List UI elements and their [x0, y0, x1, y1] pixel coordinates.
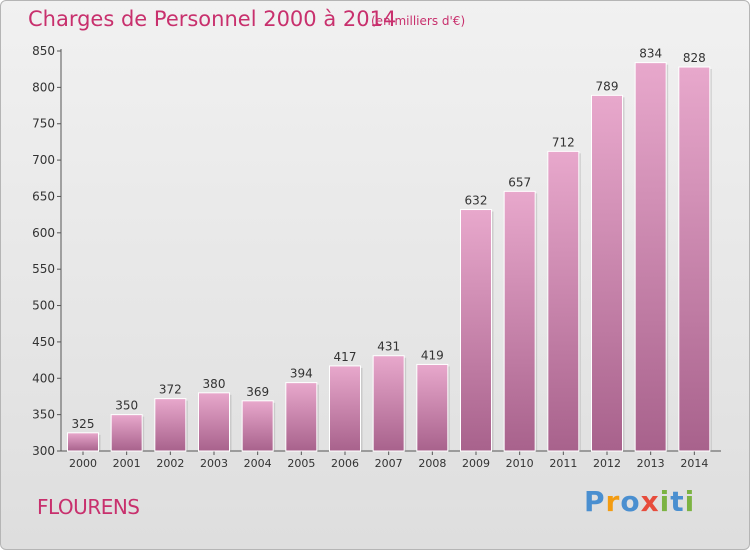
y-tick-label: 450 — [32, 335, 55, 349]
y-tick-label: 400 — [32, 371, 55, 385]
value-label: 657 — [508, 175, 531, 189]
chart-subtitle: (en milliers d'€) — [371, 14, 466, 28]
value-label: 325 — [72, 417, 95, 431]
bar-2008 — [416, 363, 449, 452]
y-tick-label: 550 — [32, 262, 55, 276]
value-label: 789 — [596, 79, 619, 93]
chart-title: Charges de Personnel 2000 à 2014 — [28, 7, 397, 31]
axes: 300 350 400 450 500 550 600 650 700 750 800 850 2000… — [32, 44, 721, 470]
bar-2001 — [110, 414, 143, 452]
value-label: 431 — [377, 340, 400, 354]
x-tick-label: 2010 — [506, 457, 534, 470]
proxiti-logo: Proxiti — [584, 485, 695, 518]
y-tick-label: 500 — [32, 299, 55, 313]
logo-letter: r — [605, 485, 621, 518]
logo-letter: o — [620, 485, 641, 518]
x-tick-label: 2013 — [637, 457, 665, 470]
logo-letter: x — [640, 485, 660, 518]
x-tick-label: 2008 — [418, 457, 446, 470]
y-tick-label: 750 — [32, 117, 55, 131]
bar-2000 — [67, 432, 99, 452]
bar-2007 — [372, 355, 405, 452]
x-tick-label: 2011 — [549, 457, 577, 470]
value-label: 419 — [421, 348, 444, 362]
bar-2013 — [634, 62, 667, 452]
bar-2010 — [503, 190, 536, 452]
value-label: 712 — [552, 135, 575, 149]
logo-letter: t — [670, 485, 685, 518]
value-label: 828 — [683, 51, 706, 65]
x-tick-label: 2000 — [69, 457, 97, 470]
bar-2003 — [198, 392, 230, 452]
bar-2014 — [678, 66, 711, 452]
bars — [67, 62, 712, 452]
logo-letter: i — [684, 485, 696, 518]
y-tick-label: 700 — [32, 153, 55, 167]
y-tick-label: 650 — [32, 189, 55, 203]
bar-2004 — [241, 400, 274, 452]
bar-2011 — [547, 150, 580, 452]
x-tick-label: 2005 — [287, 457, 315, 470]
x-tick-label: 2014 — [680, 457, 708, 470]
value-labels: 325 350 372 380 369 394 417 431 419 632 657 712 789 8… — [72, 47, 706, 431]
value-label: 632 — [465, 194, 488, 208]
x-tick-label: 2004 — [244, 457, 272, 470]
y-tick-label: 300 — [32, 444, 55, 458]
x-tick-label: 2001 — [113, 457, 141, 470]
y-tick-label: 350 — [32, 408, 55, 422]
x-tick-label: 2009 — [462, 457, 490, 470]
y-tick-label: 800 — [32, 80, 55, 94]
value-label: 369 — [246, 385, 269, 399]
x-tick-label: 2003 — [200, 457, 228, 470]
y-tick-label: 850 — [32, 44, 55, 58]
y-tick-label: 600 — [32, 226, 55, 240]
bar-2002 — [154, 398, 187, 452]
bar-2006 — [329, 365, 361, 452]
value-label: 394 — [290, 367, 313, 381]
value-label: 350 — [115, 399, 138, 413]
value-label: 372 — [159, 383, 182, 397]
bar-2009 — [460, 209, 492, 452]
value-label: 834 — [639, 47, 662, 61]
bar-2005 — [285, 382, 318, 452]
logo-letter: i — [659, 485, 671, 518]
x-tick-label: 2007 — [375, 457, 403, 470]
logo-letter: P — [584, 485, 606, 518]
value-label: 380 — [203, 377, 226, 391]
x-tick-label: 2002 — [156, 457, 184, 470]
bar-2012 — [591, 94, 623, 452]
value-label: 417 — [334, 350, 357, 364]
x-tick-label: 2006 — [331, 457, 359, 470]
commune-name: FLOURENS — [37, 495, 140, 519]
x-tick-label: 2012 — [593, 457, 621, 470]
